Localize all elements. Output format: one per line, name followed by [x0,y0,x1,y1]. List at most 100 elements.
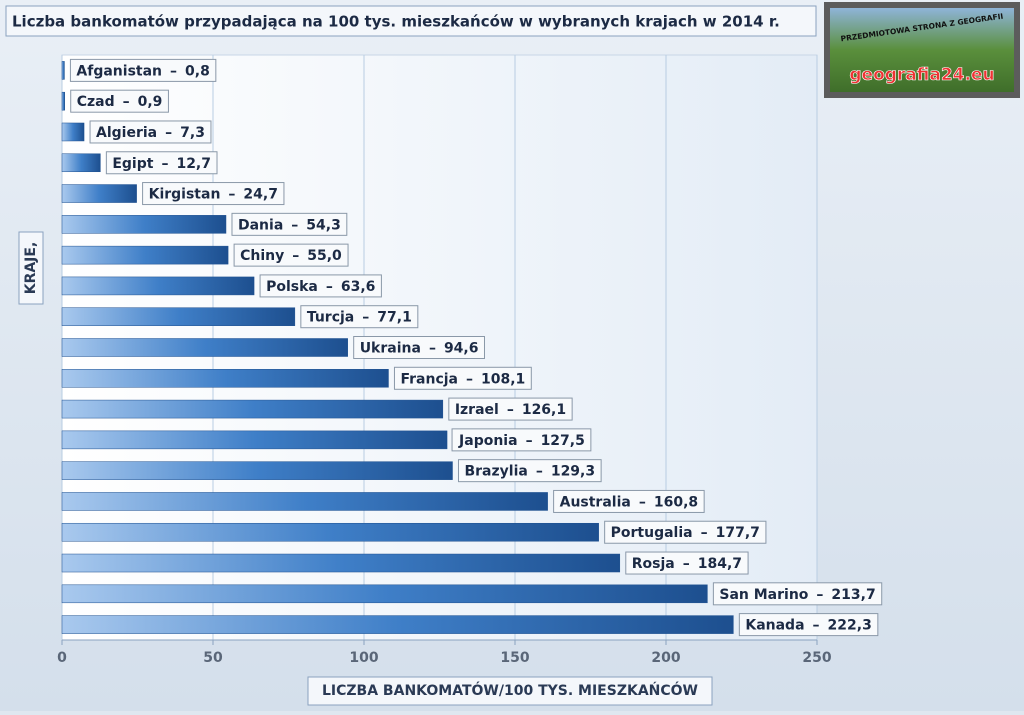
value-label: Chiny –55,0 [233,243,349,267]
value-label: San Marino –213,7 [712,582,883,606]
label-text: Polska –63,6 [266,279,375,295]
category-name: Portugalia [611,525,693,541]
label-box [259,274,382,298]
label-box [625,551,749,575]
value-label: Izrael –126,1 [448,397,573,421]
bar [61,492,548,511]
y-label-box [18,231,44,305]
label-text: Japonia –127,5 [458,433,585,449]
label-text: Rosja –184,7 [632,556,742,572]
bar [61,461,453,480]
bar [61,399,444,419]
bar [61,184,137,203]
separator: – [639,494,646,510]
value-text: 127,5 [541,433,585,449]
label-text: Chiny –55,0 [240,248,342,264]
value-label: Czad –0,9 [70,89,169,113]
label-text: Australia –160,8 [560,494,699,510]
value-text: 24,7 [243,187,278,203]
label-box [604,520,767,544]
label-text: Afganistan –0,8 [76,63,209,79]
value-text: 177,7 [716,525,760,541]
label-box [738,613,879,637]
x-tick-label: 200 [651,650,680,666]
label-box [231,212,348,236]
category-name: Australia [560,494,631,510]
label-box [457,459,602,483]
label-text: Brazylia –129,3 [464,464,595,480]
value-text: 94,6 [444,341,479,357]
category-name: Kanada [745,618,804,634]
value-label: Egipt –12,7 [105,151,218,175]
value-text: 77,1 [377,310,412,326]
bar [61,553,621,573]
label-box [142,182,285,206]
category-name: Afganistan [76,63,162,79]
separator: – [326,279,333,295]
value-label: Portugalia –177,7 [604,520,767,544]
logo-url: geografia24.eu [849,65,994,85]
value-text: 126,1 [522,402,566,418]
label-text: Ukraina –94,6 [360,341,479,357]
value-text: 108,1 [481,371,525,387]
label-box [553,489,705,513]
label-text: Kanada –222,3 [745,618,871,634]
value-label: Brazylia –129,3 [457,459,602,483]
separator: – [507,402,514,418]
logo: PRZEDMIOTOWA STRONA Z GEOGRAFII geografi… [824,2,1020,98]
bar [61,307,296,326]
value-label: Afganistan –0,8 [69,58,217,82]
bar [61,615,734,634]
value-text: 0,9 [138,94,163,110]
label-text: San Marino –213,7 [719,587,875,603]
value-text: 213,7 [831,587,875,603]
category-name: Francja [400,371,458,387]
y-axis-label: KRAJE, [23,242,39,295]
label-text: Turcja –77,1 [307,310,412,326]
x-tick-label: 150 [500,650,529,666]
value-text: 55,0 [307,248,342,264]
value-label: Australia –160,8 [553,489,705,513]
category-name: Czad [77,94,115,110]
bar [61,215,227,234]
separator: – [429,341,436,357]
value-label: Francja –108,1 [393,366,532,390]
category-name: Polska [266,279,318,295]
category-name: Algieria [96,125,157,141]
separator: – [291,217,298,233]
label-box [448,397,573,421]
bar [61,522,599,542]
separator: – [165,125,172,141]
value-text: 63,6 [341,279,376,295]
label-text: Dania –54,3 [238,217,341,233]
label-box [300,305,419,329]
label-box [712,582,883,606]
category-name: Dania [238,217,283,233]
category-name: Brazylia [464,464,527,480]
category-name: Chiny [240,248,284,264]
label-text: Algieria –7,3 [96,125,205,141]
x-tick-label: 100 [349,650,378,666]
x-label-box [307,676,713,706]
label-box [451,428,592,452]
separator: – [292,248,299,264]
category-name: Egipt [112,156,153,172]
separator: – [701,525,708,541]
value-label: Algieria –7,3 [89,120,212,144]
separator: – [362,310,369,326]
label-text: Portugalia –177,7 [611,525,760,541]
x-tick-label: 250 [802,650,831,666]
value-text: 7,3 [180,125,205,141]
value-text: 54,3 [306,217,341,233]
separator: – [123,94,130,110]
category-name: Izrael [455,402,499,418]
category-name: Kirgistan [149,187,221,203]
value-label: Polska –63,6 [259,274,382,298]
label-text: Egipt –12,7 [112,156,211,172]
separator: – [683,556,690,572]
value-label: Kanada –222,3 [738,613,879,637]
label-text: Francja –108,1 [400,371,525,387]
category-name: Rosja [632,556,675,572]
bar [61,338,348,357]
